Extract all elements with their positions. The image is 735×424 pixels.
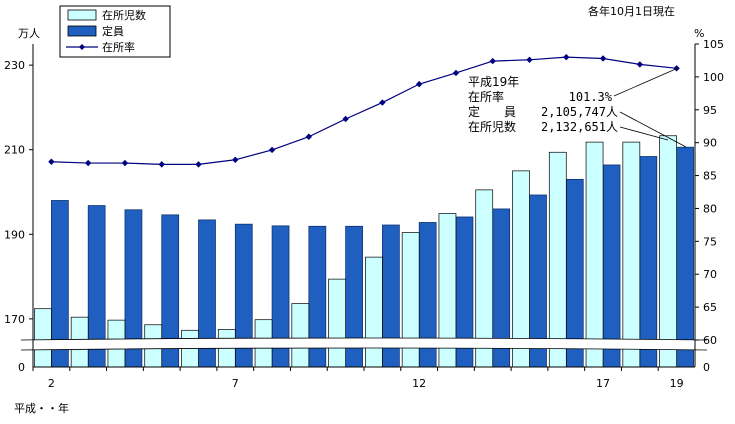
annotation-capacity-label: 定 員 bbox=[468, 104, 516, 119]
capacity-bars bbox=[51, 146, 694, 368]
rate-point bbox=[599, 55, 607, 62]
rate-point bbox=[452, 69, 460, 77]
annotation-leader-rate bbox=[613, 67, 679, 97]
right-axis-unit: % bbox=[694, 27, 704, 40]
rate-line bbox=[48, 53, 680, 168]
right-tick-label: 100 bbox=[703, 71, 724, 84]
axis-break-line-top bbox=[20, 337, 708, 341]
right-tick-label: 85 bbox=[703, 170, 717, 183]
x-axis-caption: 平成・・年 bbox=[14, 401, 69, 415]
annotation-enrolled-value: 2,132,651人 bbox=[541, 120, 618, 134]
capacity-bar bbox=[639, 156, 658, 368]
enrolled-bar bbox=[328, 278, 346, 368]
rate-point bbox=[84, 159, 92, 167]
rate-point bbox=[305, 133, 313, 140]
annotation: 平成19年 在所率 101.3% 定 員 2,105,747人 在所児数 2,1… bbox=[468, 67, 687, 148]
axis-break-band bbox=[21, 338, 707, 350]
legend-label-rate: 在所率 bbox=[102, 40, 135, 54]
rate-point bbox=[48, 158, 55, 165]
rate-point bbox=[563, 53, 570, 61]
right-tick-label: 65 bbox=[703, 301, 717, 314]
rate-point bbox=[195, 161, 202, 168]
rate-point bbox=[379, 99, 386, 106]
rate-point bbox=[526, 56, 533, 63]
left-tick-label: 210 bbox=[4, 144, 25, 157]
axes: 170 190 210 230 0 60 65 70 75 80 85 90 95 100 105 0 2 7 12… bbox=[4, 38, 724, 390]
annotation-leader-capacity bbox=[619, 111, 687, 148]
enrolled-bar bbox=[34, 308, 52, 368]
right-tick-label: 95 bbox=[703, 104, 717, 117]
rate-point bbox=[415, 80, 423, 88]
annotation-enrolled-label: 在所児数 bbox=[468, 119, 516, 134]
right-tick-label-zero: 0 bbox=[703, 361, 710, 374]
rate-point bbox=[121, 159, 129, 167]
x-tick-label: 12 bbox=[412, 377, 426, 390]
capacity-bar bbox=[602, 164, 621, 368]
rate-point bbox=[158, 161, 165, 168]
right-tick-label: 75 bbox=[703, 235, 717, 248]
enrolled-bar bbox=[659, 135, 677, 368]
annotation-title: 平成19年 bbox=[468, 75, 519, 89]
rate-point bbox=[268, 146, 276, 154]
right-tick-label: 90 bbox=[703, 137, 717, 150]
rate-point bbox=[342, 115, 349, 123]
x-tick-label: 2 bbox=[48, 377, 55, 390]
right-tick-label: 105 bbox=[703, 38, 724, 51]
enrolled-bar bbox=[548, 151, 567, 368]
date-note: 各年10月1日現在 bbox=[588, 4, 675, 18]
left-axis-unit: 万人 bbox=[18, 27, 40, 40]
legend-label-enrolled: 在所児数 bbox=[102, 9, 146, 22]
legend: 在所児数 定員 在所率 bbox=[59, 5, 171, 58]
enrolled-bar bbox=[365, 256, 383, 368]
enrolled-bar bbox=[585, 141, 604, 368]
legend-marker-rate bbox=[79, 44, 85, 50]
x-tick-label: 7 bbox=[232, 377, 239, 390]
left-tick-label: 230 bbox=[4, 59, 25, 72]
rate-polyline bbox=[51, 56, 677, 165]
legend-label-capacity: 定員 bbox=[102, 24, 124, 38]
annotation-leader-enrolled bbox=[619, 126, 669, 141]
capacity-bar bbox=[676, 146, 694, 368]
annotation-capacity-value: 2,105,747人 bbox=[541, 105, 618, 119]
rate-point bbox=[636, 61, 644, 68]
annotation-rate-label: 在所率 bbox=[468, 89, 504, 104]
x-tick-label: 19 bbox=[670, 377, 684, 390]
rate-point bbox=[232, 156, 239, 163]
x-tick-label: 17 bbox=[596, 377, 610, 390]
enrolled-bar bbox=[291, 303, 310, 368]
legend-swatch-capacity bbox=[67, 25, 97, 37]
annotation-rate-value: 101.3% bbox=[569, 90, 613, 104]
legend-swatch-enrolled bbox=[67, 9, 97, 21]
left-tick-label: 170 bbox=[4, 313, 25, 326]
right-tick-label: 80 bbox=[703, 202, 717, 215]
left-tick-label-zero: 0 bbox=[18, 361, 25, 374]
right-tick-label: 70 bbox=[703, 268, 717, 281]
left-tick-label: 190 bbox=[4, 228, 25, 241]
enrolled-bar bbox=[622, 141, 641, 368]
axis-break-line-bottom bbox=[20, 347, 708, 351]
rate-point bbox=[489, 57, 496, 65]
right-tick-label: 60 bbox=[703, 334, 717, 347]
enrolled-bar bbox=[512, 170, 530, 368]
